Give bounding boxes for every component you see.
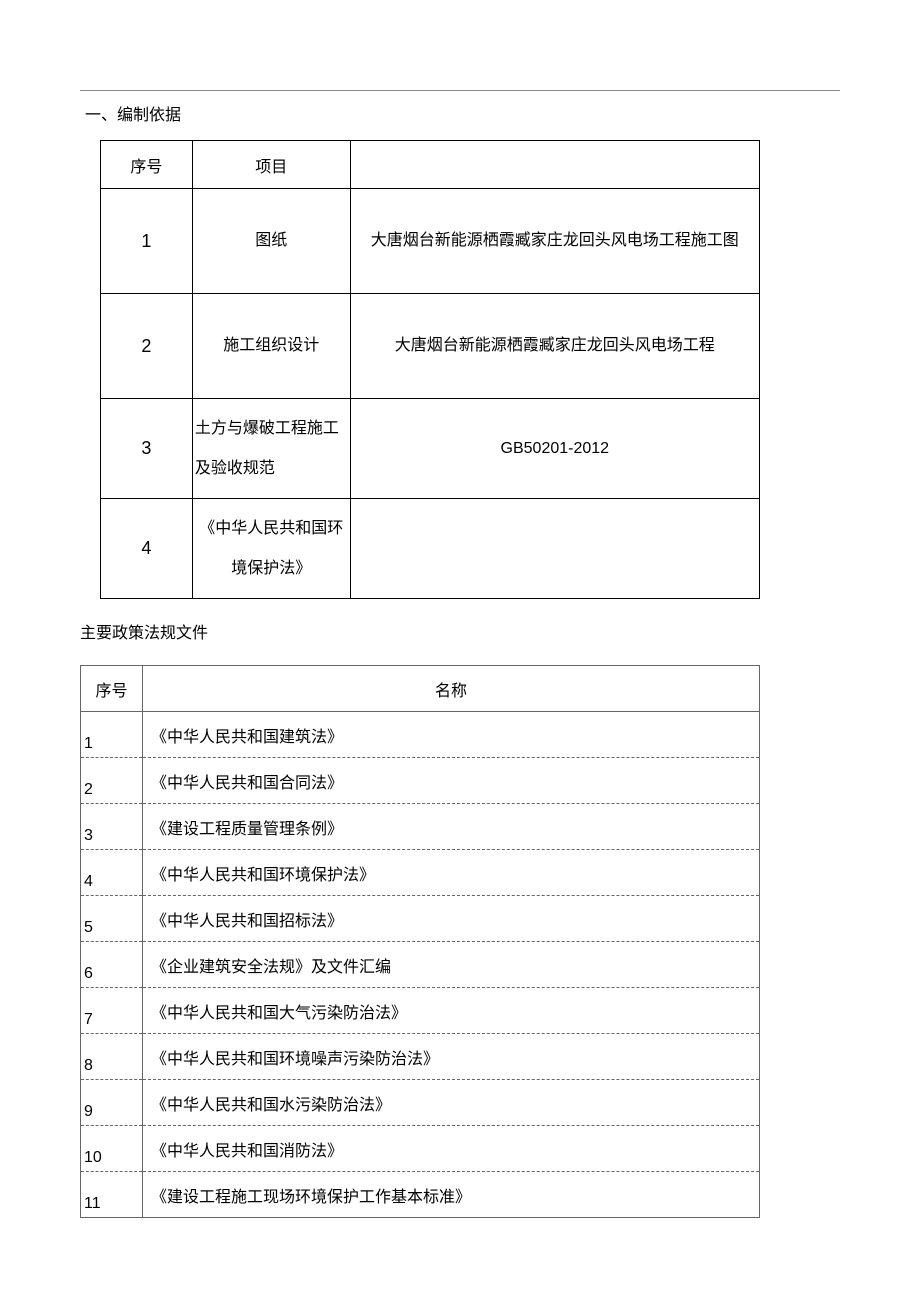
table2-seq: 2 <box>81 758 143 804</box>
top-divider <box>80 90 840 91</box>
table2-row: 4 《中华人民共和国环境保护法》 <box>81 850 760 896</box>
table1-seq: 3 <box>101 399 193 499</box>
table1-row: 4 《中华人民共和国环境保护法》 <box>101 499 760 599</box>
table2-header-seq: 序号 <box>81 666 143 712</box>
table1-content: 大唐烟台新能源栖霞臧家庄龙回头风电场工程 <box>350 294 759 399</box>
table2-name: 《中华人民共和国合同法》 <box>143 758 760 804</box>
table1-seq: 2 <box>101 294 193 399</box>
table2-row: 3 《建设工程质量管理条例》 <box>81 804 760 850</box>
table2-name: 《企业建筑安全法规》及文件汇编 <box>143 942 760 988</box>
table2-header-row: 序号 名称 <box>81 666 760 712</box>
table1-proj: 《中华人民共和国环境保护法》 <box>192 499 350 599</box>
policy-regulations-table: 序号 名称 1 《中华人民共和国建筑法》 2 《中华人民共和国合同法》 3 《建… <box>80 665 760 1218</box>
table2-row: 2 《中华人民共和国合同法》 <box>81 758 760 804</box>
table2-row: 1 《中华人民共和国建筑法》 <box>81 712 760 758</box>
table2-row: 9 《中华人民共和国水污染防治法》 <box>81 1080 760 1126</box>
table2-name: 《中华人民共和国消防法》 <box>143 1126 760 1172</box>
table2-row: 11 《建设工程施工现场环境保护工作基本标准》 <box>81 1172 760 1218</box>
table1-header-row: 序号 项目 <box>101 141 760 189</box>
table2-seq: 9 <box>81 1080 143 1126</box>
table2-body: 1 《中华人民共和国建筑法》 2 《中华人民共和国合同法》 3 《建设工程质量管… <box>81 712 760 1218</box>
table2-row: 7 《中华人民共和国大气污染防治法》 <box>81 988 760 1034</box>
table2-seq: 10 <box>81 1126 143 1172</box>
table2-seq: 1 <box>81 712 143 758</box>
table1-header-blank <box>350 141 759 189</box>
table2-seq: 11 <box>81 1172 143 1218</box>
table2-name: 《建设工程质量管理条例》 <box>143 804 760 850</box>
table2-seq: 3 <box>81 804 143 850</box>
table1-header-seq: 序号 <box>101 141 193 189</box>
table1-row: 2 施工组织设计 大唐烟台新能源栖霞臧家庄龙回头风电场工程 <box>101 294 760 399</box>
table2-seq: 6 <box>81 942 143 988</box>
table2-name: 《中华人民共和国环境保护法》 <box>143 850 760 896</box>
table2-seq: 4 <box>81 850 143 896</box>
table2-name: 《建设工程施工现场环境保护工作基本标准》 <box>143 1172 760 1218</box>
table1-proj: 土方与爆破工程施工及验收规范 <box>192 399 350 499</box>
table1-row: 1 图纸 大唐烟台新能源栖霞臧家庄龙回头风电场工程施工图 <box>101 189 760 294</box>
table2-seq: 7 <box>81 988 143 1034</box>
table2-row: 6 《企业建筑安全法规》及文件汇编 <box>81 942 760 988</box>
table2-seq: 8 <box>81 1034 143 1080</box>
table2-row: 8 《中华人民共和国环境噪声污染防治法》 <box>81 1034 760 1080</box>
table1-row: 3 土方与爆破工程施工及验收规范 GB50201-2012 <box>101 399 760 499</box>
table2-name: 《中华人民共和国建筑法》 <box>143 712 760 758</box>
table1-proj: 施工组织设计 <box>192 294 350 399</box>
table1-content <box>350 499 759 599</box>
table2-name: 《中华人民共和国招标法》 <box>143 896 760 942</box>
table1-content: 大唐烟台新能源栖霞臧家庄龙回头风电场工程施工图 <box>350 189 759 294</box>
page-container: 一、编制依据 序号 项目 1 图纸 大唐烟台新能源栖霞臧家庄龙回头风电场工程施工… <box>0 0 920 1258</box>
table2-name: 《中华人民共和国环境噪声污染防治法》 <box>143 1034 760 1080</box>
table1-seq: 1 <box>101 189 193 294</box>
table1-content: GB50201-2012 <box>350 399 759 499</box>
table2-header-name: 名称 <box>143 666 760 712</box>
section-heading: 一、编制依据 <box>80 101 840 125</box>
subsection-heading: 主要政策法规文件 <box>80 619 840 643</box>
table2-name: 《中华人民共和国大气污染防治法》 <box>143 988 760 1034</box>
table1-proj: 图纸 <box>192 189 350 294</box>
table1-header-proj: 项目 <box>192 141 350 189</box>
table2-name: 《中华人民共和国水污染防治法》 <box>143 1080 760 1126</box>
compilation-basis-table: 序号 项目 1 图纸 大唐烟台新能源栖霞臧家庄龙回头风电场工程施工图 2 施工组… <box>100 140 760 599</box>
table2-row: 5 《中华人民共和国招标法》 <box>81 896 760 942</box>
table1-seq: 4 <box>101 499 193 599</box>
table2-seq: 5 <box>81 896 143 942</box>
table2-row: 10 《中华人民共和国消防法》 <box>81 1126 760 1172</box>
table1-wrapper: 序号 项目 1 图纸 大唐烟台新能源栖霞臧家庄龙回头风电场工程施工图 2 施工组… <box>80 140 840 599</box>
